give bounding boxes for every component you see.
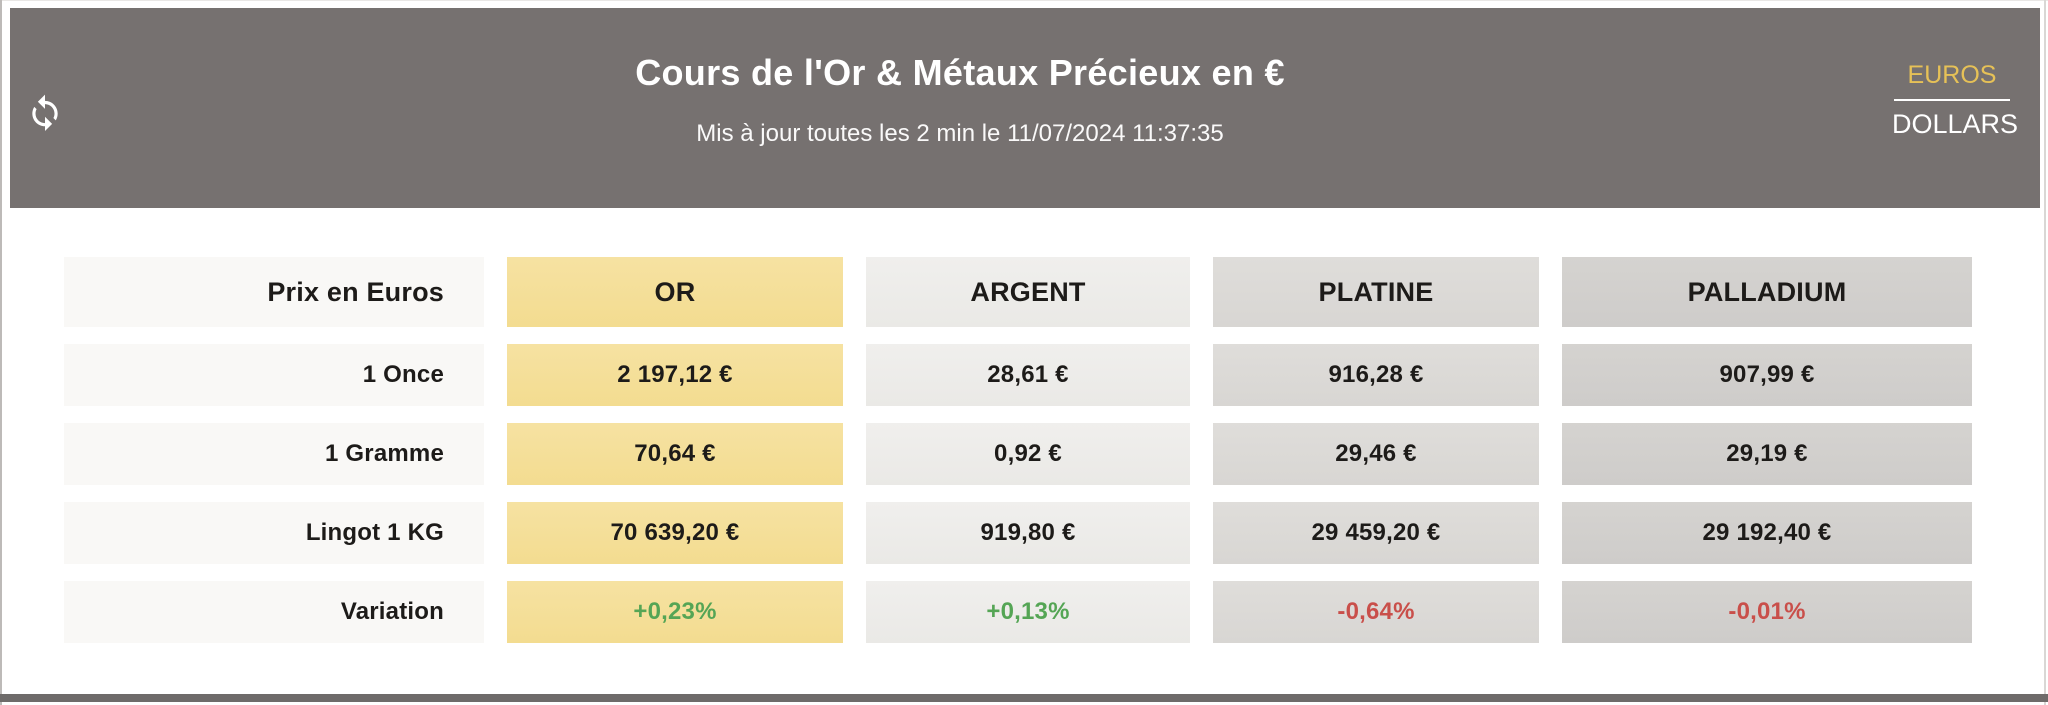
row-label-lingot: Lingot 1 KG (64, 502, 484, 564)
price-lingot-palladium: 29 192,40 € (1562, 502, 1972, 564)
page-border-right (2044, 0, 2046, 705)
price-once-argent: 28,61 € (866, 344, 1190, 406)
variation-argent: +0,13% (866, 581, 1190, 643)
price-once-platine: 916,28 € (1213, 344, 1539, 406)
price-gramme-palladium: 29,19 € (1562, 423, 1972, 485)
variation-palladium: -0,01% (1562, 581, 1972, 643)
column-header-palladium: PALLADIUM (1562, 257, 1972, 327)
refresh-icon (26, 93, 70, 131)
row-label-variation: Variation (64, 581, 484, 643)
price-once-or: 2 197,12 € (507, 344, 843, 406)
column-header-or: OR (507, 257, 843, 327)
currency-option-euros[interactable]: EUROS (1907, 61, 1997, 89)
currency-toggle: EUROS DOLLARS (1892, 60, 2019, 139)
variation-or: +0,23% (507, 581, 843, 643)
title-block: Cours de l'Or & Métaux Précieux en € Mis… (10, 8, 1910, 148)
page-border-bottom (0, 694, 2048, 702)
row-label-once: 1 Once (64, 344, 484, 406)
price-gramme-or: 70,64 € (507, 423, 843, 485)
price-table: Prix en Euros OR ARGENT PLATINE PALLADIU… (64, 257, 1972, 643)
price-lingot-platine: 29 459,20 € (1213, 502, 1539, 564)
column-header-platine: PLATINE (1213, 257, 1539, 327)
row-label-gramme: 1 Gramme (64, 423, 484, 485)
page-border-left (0, 0, 2, 705)
update-status: Mis à jour toutes les 2 min le 11/07/202… (696, 120, 1224, 147)
column-header-argent: ARGENT (866, 257, 1190, 327)
page-border-top (0, 0, 2048, 1)
price-lingot-argent: 919,80 € (866, 502, 1190, 564)
currency-option-dollars[interactable]: DOLLARS (1892, 109, 2019, 139)
currency-divider (1894, 99, 2010, 101)
header-band: Cours de l'Or & Métaux Précieux en € Mis… (10, 8, 2040, 208)
price-gramme-platine: 29,46 € (1213, 423, 1539, 485)
refresh-button[interactable] (26, 90, 70, 134)
variation-platine: -0,64% (1213, 581, 1539, 643)
price-gramme-argent: 0,92 € (866, 423, 1190, 485)
table-corner-label: Prix en Euros (64, 257, 484, 327)
price-once-palladium: 907,99 € (1562, 344, 1972, 406)
price-lingot-or: 70 639,20 € (507, 502, 843, 564)
page-title: Cours de l'Or & Métaux Précieux en € (635, 52, 1285, 93)
